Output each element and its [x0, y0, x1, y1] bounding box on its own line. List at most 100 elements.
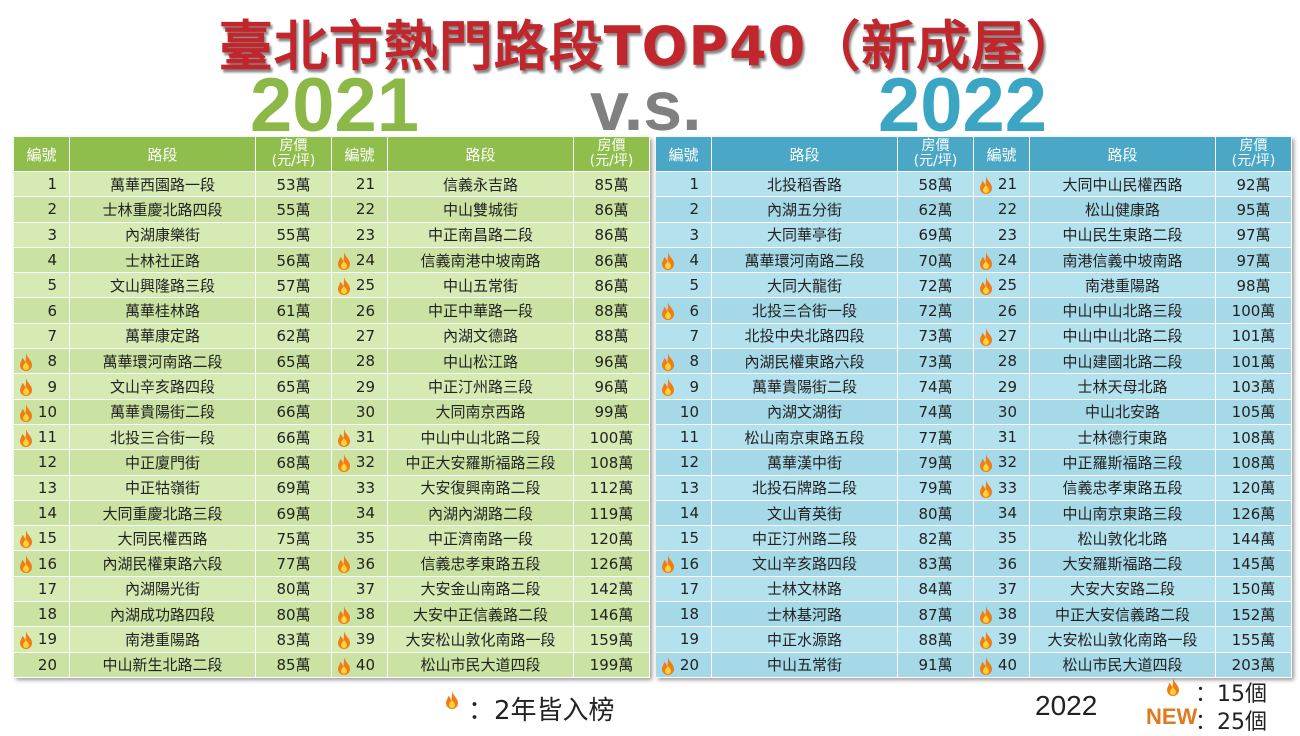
row-price: 86萬: [574, 247, 650, 274]
table-row: 17 內湖陽光街 80萬 37 大安金山南路二段 142萬: [14, 576, 650, 603]
row-road: 中正大安信義路二段: [1030, 602, 1216, 628]
row-road: 中山五常街: [388, 273, 574, 299]
row-no: 18: [656, 602, 712, 628]
row-price: 66萬: [256, 424, 332, 451]
row-price: 84萬: [898, 576, 974, 603]
row-price: 72萬: [898, 273, 974, 299]
row-no: 15: [656, 526, 712, 552]
row-road: 內湖陽光街: [70, 576, 256, 603]
table-row: 10 萬華貴陽街二段 66萬 30 大同南京西路 99萬: [14, 399, 650, 425]
row-road: 北投中央北路四段: [712, 323, 898, 350]
row-no: 4: [656, 247, 712, 274]
row-road: 中正水源路: [712, 627, 898, 653]
row-price: 86萬: [574, 197, 650, 223]
table-row: 15 大同民權西路 75萬 35 中正濟南路一段 120萬: [14, 526, 650, 552]
row-price: 112萬: [574, 475, 650, 501]
table-2022: 編號 路段 房價 (元/坪) 編號 路段 房價 (元/坪) 1 北投稻香路 58萬 21 大同中山民權西…: [656, 137, 1292, 678]
row-no: 33: [332, 475, 388, 501]
flame-icon: [338, 454, 350, 473]
row-price: 152萬: [1216, 602, 1292, 628]
row-road: 大同南京西路: [388, 399, 574, 425]
row-road: 中山松江路: [388, 349, 574, 375]
table-row: 4 萬華環河南路二段 70萬 24 南港信義中坡南路 97萬: [656, 247, 1292, 274]
new-label: NEW: [1146, 704, 1198, 729]
row-price: 101萬: [1216, 349, 1292, 375]
table-row: 20 中山新生北路二段 85萬 40 松山市民大道四段 199萬: [14, 652, 650, 678]
row-no: 34: [332, 500, 388, 527]
row-road: 松山市民大道四段: [1030, 652, 1216, 678]
flame-icon: [662, 302, 674, 321]
row-no: 26: [974, 298, 1030, 324]
table-row: 14 大同重慶北路三段 69萬 34 內湖內湖路二段 119萬: [14, 500, 650, 527]
row-no: 18: [14, 602, 70, 628]
row-price: 108萬: [1216, 424, 1292, 451]
row-no: 23: [332, 222, 388, 248]
flame-icon: [1167, 678, 1179, 696]
row-price: 77萬: [256, 551, 332, 577]
row-road: 中山民生東路二段: [1030, 222, 1216, 248]
row-price: 65萬: [256, 349, 332, 375]
flame-icon: [20, 428, 32, 447]
table-row: 14 文山育英街 80萬 34 中山南京東路三段 126萬: [656, 500, 1292, 527]
table-row: 5 大同大龍街 72萬 25 南港重陽路 98萬: [656, 273, 1292, 299]
table-row: 8 萬華環河南路二段 65萬 28 中山松江路 96萬: [14, 349, 650, 375]
table-row: 7 北投中央北路四段 73萬 27 中山中山北路二段 101萬: [656, 323, 1292, 350]
header-price-line: (元/坪): [913, 153, 958, 169]
row-price: 99萬: [574, 399, 650, 425]
row-no: 35: [974, 526, 1030, 552]
row-price: 80萬: [898, 500, 974, 527]
row-price: 82萬: [898, 526, 974, 552]
row-price: 62萬: [256, 323, 332, 350]
row-no: 36: [332, 551, 388, 577]
row-price: 97萬: [1216, 222, 1292, 248]
row-price: 101萬: [1216, 323, 1292, 350]
footer-year: 2022: [1035, 690, 1098, 721]
row-price: 146萬: [574, 602, 650, 628]
row-price: 103萬: [1216, 374, 1292, 400]
row-price: 69萬: [256, 500, 332, 527]
flame-icon: [662, 251, 674, 270]
row-price: 69萬: [898, 222, 974, 248]
row-price: 105萬: [1216, 399, 1292, 425]
legend-text: ：2年皆入榜: [468, 696, 615, 726]
row-no: 30: [974, 399, 1030, 425]
row-road: 文山興隆路三段: [70, 273, 256, 299]
header-road: 路段: [712, 137, 898, 172]
flame-icon: [980, 656, 992, 675]
flame-icon: [338, 656, 350, 675]
row-price: 66萬: [256, 399, 332, 425]
row-road: 松山南京東路五段: [712, 424, 898, 451]
row-no: 24: [332, 247, 388, 274]
row-road: 南港重陽路: [1030, 273, 1216, 299]
row-road: 中正羅斯福路三段: [1030, 450, 1216, 476]
row-no: 40: [974, 652, 1030, 678]
table-row: 13 北投石牌路二段 79萬 33 信義忠孝東路五段 120萬: [656, 475, 1292, 501]
row-price: 75萬: [256, 526, 332, 552]
row-price: 108萬: [574, 450, 650, 476]
row-road: 松山市民大道四段: [388, 652, 574, 678]
row-price: 85萬: [574, 172, 650, 198]
row-road: 中正牯嶺街: [70, 475, 256, 501]
row-road: 萬華西園路一段: [70, 172, 256, 198]
row-no: 6: [14, 298, 70, 324]
header-no: 編號: [656, 137, 712, 172]
row-no: 29: [332, 374, 388, 400]
row-no: 25: [974, 273, 1030, 299]
row-no: 8: [656, 349, 712, 375]
row-road: 中正南昌路二段: [388, 222, 574, 248]
row-no: 19: [14, 627, 70, 653]
new-count: ：25個: [1195, 710, 1267, 735]
row-no: 9: [656, 374, 712, 400]
row-road: 大安大安路二段: [1030, 576, 1216, 603]
row-road: 內湖文德路: [388, 323, 574, 350]
row-road: 中山建國北路二段: [1030, 349, 1216, 375]
header-road: 路段: [70, 137, 256, 172]
row-price: 73萬: [898, 349, 974, 375]
row-no: 16: [14, 551, 70, 577]
flame-icon: [20, 631, 32, 650]
row-price: 86萬: [574, 222, 650, 248]
row-price: 55萬: [256, 222, 332, 248]
row-price: 98萬: [1216, 273, 1292, 299]
row-road: 大同民權西路: [70, 526, 256, 552]
row-road: 松山健康路: [1030, 197, 1216, 223]
